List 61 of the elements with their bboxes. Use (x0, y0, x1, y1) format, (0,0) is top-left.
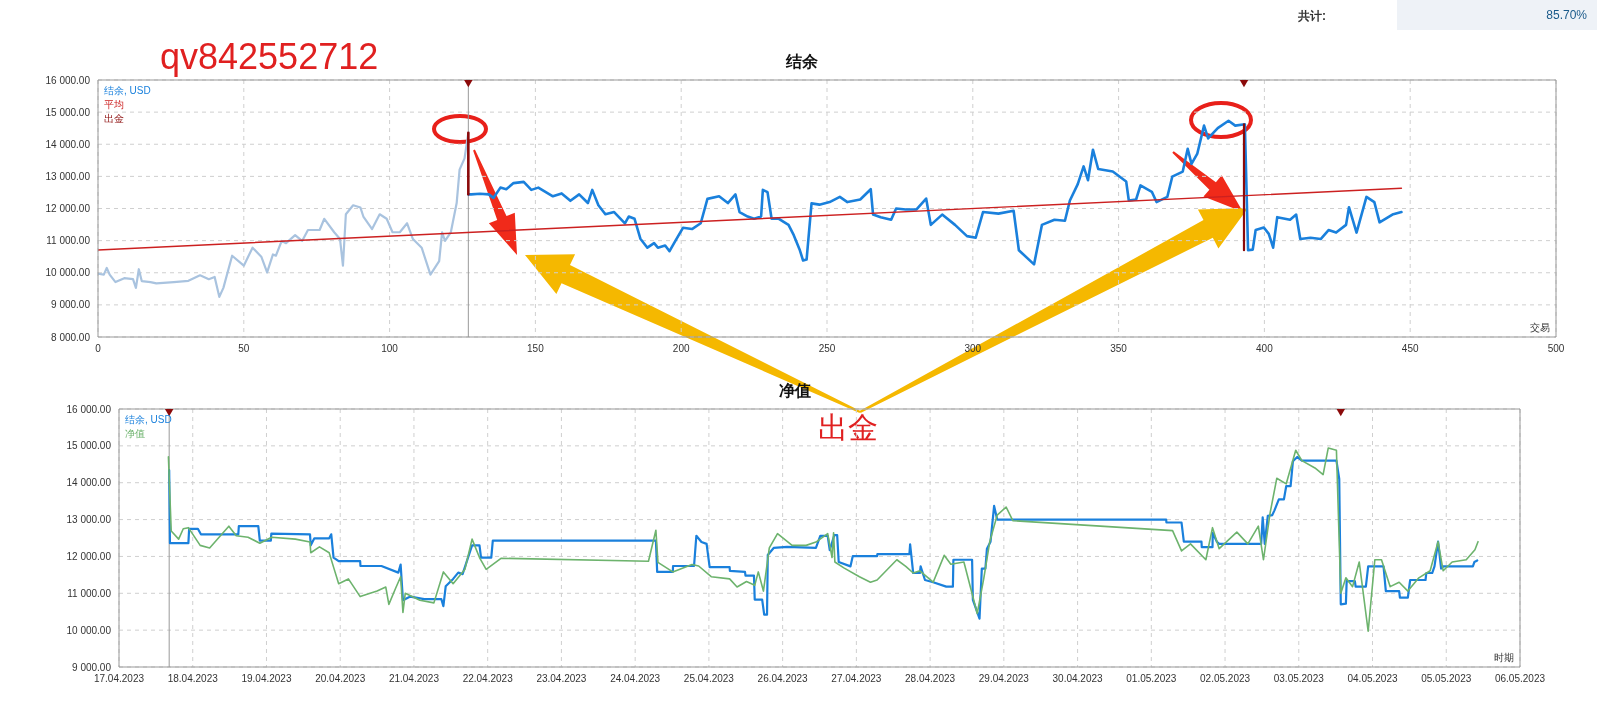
annotation: 出金 (818, 410, 878, 446)
x-tick-label: 25.04.2023 (683, 673, 735, 685)
x-tick-label: 20.04.2023 (315, 673, 366, 685)
x-tick-label: 21.04.2023 (388, 673, 440, 685)
text: 结余, USD (125, 413, 172, 427)
y-tick-label: 15 000.00 (45, 106, 91, 118)
text: 共计: (1298, 8, 1326, 25)
y-tick-label: 9 000.00 (72, 661, 112, 673)
x-tick-label: 26.04.2023 (757, 673, 809, 685)
text: 结余, USD (104, 84, 151, 98)
x-tick-label: 100 (381, 343, 399, 355)
text: 85.70% (1397, 0, 1597, 30)
y-tick-label: 14 000.00 (66, 477, 112, 489)
x-tick-label: 18.04.2023 (167, 673, 219, 685)
x-tick-label: 0 (95, 343, 102, 355)
x-tick-label: 350 (1110, 343, 1128, 355)
x-tick-label: 200 (672, 343, 690, 355)
x-tick-label: 04.05.2023 (1347, 673, 1398, 685)
y-tick-label: 15 000.00 (66, 440, 112, 452)
x-tick-label: 450 (1401, 343, 1419, 355)
chart-title: 结余 (786, 53, 818, 70)
y-tick-label: 16 000.00 (45, 74, 91, 86)
y-tick-label: 12 000.00 (45, 203, 91, 215)
x-tick-label: 02.05.2023 (1200, 673, 1251, 685)
x-tick-label: 30.04.2023 (1052, 673, 1104, 685)
y-tick-label: 9 000.00 (51, 299, 91, 311)
x-tick-label: 05.05.2023 (1421, 673, 1472, 685)
x-tick-label: 400 (1256, 343, 1274, 355)
x-tick-label: 150 (527, 343, 545, 355)
x-tick-label: 250 (818, 343, 836, 355)
y-tick-label: 14 000.00 (45, 138, 91, 150)
y-tick-label: 8 000.00 (51, 331, 91, 343)
x-tick-label: 28.04.2023 (905, 673, 956, 685)
y-tick-label: 12 000.00 (66, 550, 112, 562)
y-tick-label: 11 000.00 (67, 587, 112, 599)
text: 平均 (104, 98, 125, 112)
y-tick-label: 16 000.00 (66, 403, 112, 415)
x-tick-label: 22.04.2023 (462, 673, 514, 685)
x-tick-label: 29.04.2023 (978, 673, 1030, 685)
text: 净值 (125, 427, 146, 441)
y-tick-label: 11 000.00 (46, 235, 91, 247)
x-axis-title: 交易 (1530, 321, 1550, 335)
text: 出金 (104, 112, 125, 126)
x-tick-label: 23.04.2023 (536, 673, 587, 685)
line-series (467, 119, 1403, 266)
x-tick-label: 24.04.2023 (610, 673, 661, 685)
text: qv842552712 (160, 36, 379, 78)
x-tick-label: 19.04.2023 (241, 673, 292, 685)
y-tick-label: 13 000.00 (66, 514, 112, 526)
chart-title: 净值 (777, 381, 812, 401)
x-tick-label: 06.05.2023 (1494, 673, 1546, 685)
x-axis-title: 时期 (1494, 651, 1514, 665)
y-tick-label: 10 000.00 (45, 267, 91, 279)
y-tick-label: 10 000.00 (66, 624, 112, 636)
y-tick-label: 13 000.00 (45, 170, 91, 182)
x-tick-label: 03.05.2023 (1273, 673, 1325, 685)
x-tick-label: 17.04.2023 (93, 673, 145, 685)
x-tick-label: 50 (238, 343, 250, 355)
x-tick-label: 01.05.2023 (1126, 673, 1177, 685)
x-tick-label: 27.04.2023 (831, 673, 882, 685)
x-tick-label: 500 (1547, 343, 1565, 355)
